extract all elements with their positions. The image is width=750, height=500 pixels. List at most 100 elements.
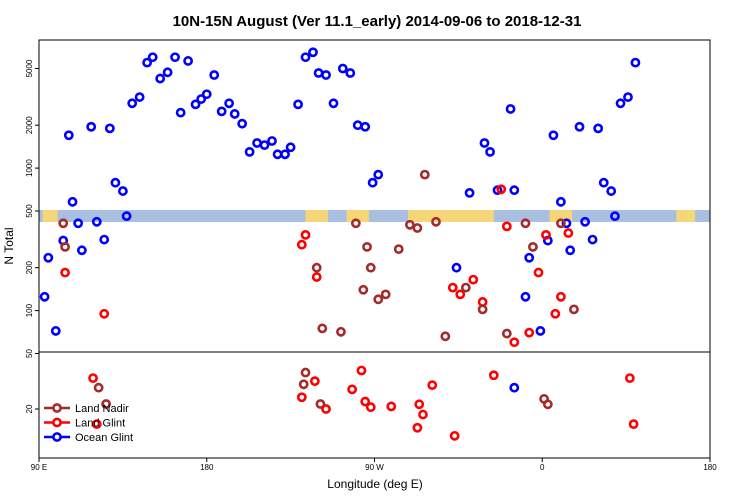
data-point-ocean-glint xyxy=(505,104,516,114)
data-point-ocean-glint xyxy=(285,142,296,153)
chart-title: 10N-15N August (Ver 11.1_early) 2014-09-… xyxy=(173,13,582,30)
y-tick-label: 2000 xyxy=(25,116,34,134)
data-point-land-glint xyxy=(99,308,110,319)
data-point-ocean-glint xyxy=(216,106,227,117)
data-point-land-glint xyxy=(60,267,70,278)
data-point-ocean-glint xyxy=(244,146,255,157)
data-point-ocean-glint xyxy=(50,326,61,336)
data-point-land-nadir xyxy=(373,294,384,305)
data-point-ocean-glint xyxy=(524,252,535,263)
data-point-ocean-glint xyxy=(451,262,462,273)
data-point-ocean-glint xyxy=(548,130,559,141)
y-tick-label: 100 xyxy=(25,303,34,317)
plot-background xyxy=(39,40,710,458)
land-band-segment xyxy=(305,210,328,222)
data-point-ocean-glint xyxy=(565,245,576,256)
data-point-land-glint xyxy=(533,267,544,278)
data-point-land-nadir xyxy=(298,379,309,390)
data-point-land-glint xyxy=(509,337,520,348)
data-point-land-glint xyxy=(447,282,458,293)
data-point-ocean-glint xyxy=(345,68,356,78)
data-point-ocean-glint xyxy=(367,177,378,188)
data-point-ocean-glint xyxy=(76,245,87,256)
data-point-land-glint xyxy=(628,419,639,430)
data-point-ocean-glint xyxy=(615,98,626,109)
data-point-ocean-glint xyxy=(162,67,173,78)
data-point-ocean-glint xyxy=(509,382,520,393)
data-point-ocean-glint xyxy=(360,121,371,132)
data-point-land-nadir xyxy=(501,328,512,339)
data-point-land-nadir xyxy=(380,289,391,300)
x-tick-label: 90 E xyxy=(31,463,47,472)
data-point-land-nadir xyxy=(358,284,369,295)
data-point-land-glint xyxy=(356,365,367,376)
data-point-land-nadir xyxy=(460,282,471,293)
data-point-ocean-glint xyxy=(373,169,384,180)
data-point-ocean-glint xyxy=(127,98,138,109)
legend-swatch-marker xyxy=(52,432,62,442)
data-point-ocean-glint xyxy=(190,99,201,110)
data-point-land-glint xyxy=(412,422,423,433)
data-point-ocean-glint xyxy=(121,211,132,222)
data-point-ocean-glint xyxy=(209,70,220,80)
data-point-ocean-glint xyxy=(134,92,145,102)
y-tick-label: 200 xyxy=(25,260,34,274)
data-point-land-glint xyxy=(488,370,499,381)
data-point-ocean-glint xyxy=(43,252,54,263)
data-point-ocean-glint xyxy=(561,218,572,229)
data-point-land-nadir xyxy=(336,326,346,337)
data-point-ocean-glint xyxy=(39,291,50,302)
data-point-ocean-glint xyxy=(183,56,194,66)
data-point-ocean-glint xyxy=(337,63,348,74)
y-tick-label: 5000 xyxy=(25,59,34,77)
data-point-ocean-glint xyxy=(630,57,641,68)
data-point-ocean-glint xyxy=(485,146,495,157)
land-band-segment xyxy=(676,210,696,222)
data-point-land-glint xyxy=(624,373,635,384)
legend-label: Ocean Glint xyxy=(75,432,133,444)
data-point-ocean-glint xyxy=(196,94,207,104)
data-point-land-nadir xyxy=(405,219,415,230)
data-points xyxy=(39,47,641,441)
data-point-land-glint xyxy=(449,430,460,441)
data-point-ocean-glint xyxy=(623,92,633,102)
data-point-land-glint xyxy=(321,404,331,414)
data-point-land-glint xyxy=(555,291,566,302)
data-point-land-glint xyxy=(296,392,307,403)
data-point-ocean-glint xyxy=(479,138,490,148)
data-point-land-nadir xyxy=(412,223,423,233)
data-point-land-nadir xyxy=(101,399,111,409)
data-point-ocean-glint xyxy=(142,57,153,68)
data-point-ocean-glint xyxy=(229,109,240,119)
data-point-land-glint xyxy=(309,376,320,387)
data-point-ocean-glint xyxy=(598,177,609,188)
x-tick-label: 0 xyxy=(540,463,545,472)
data-point-ocean-glint xyxy=(606,186,617,196)
data-point-ocean-glint xyxy=(328,98,339,109)
data-point-ocean-glint xyxy=(520,291,531,302)
plot-area xyxy=(39,40,710,458)
x-axis-label: Longitude (deg E) xyxy=(327,477,422,491)
data-point-land-glint xyxy=(541,229,551,240)
data-point-land-nadir xyxy=(520,218,531,229)
data-point-ocean-glint xyxy=(110,177,121,188)
data-point-land-nadir xyxy=(542,399,553,410)
data-point-ocean-glint xyxy=(580,216,591,227)
data-point-land-nadir xyxy=(365,262,376,273)
data-point-land-nadir xyxy=(440,331,451,342)
data-point-ocean-glint xyxy=(300,52,311,63)
data-point-land-glint xyxy=(524,327,535,338)
data-point-ocean-glint xyxy=(555,196,566,207)
land-band-segment xyxy=(42,210,58,222)
x-axis: 90 E 180 90 W 0 180 xyxy=(31,458,717,472)
data-point-land-glint xyxy=(296,239,307,250)
data-point-ocean-glint xyxy=(147,52,158,63)
data-point-land-glint xyxy=(496,184,507,195)
data-point-land-nadir xyxy=(311,262,322,273)
data-point-land-nadir xyxy=(569,304,579,315)
data-point-ocean-glint xyxy=(117,186,128,196)
x-tick-label: 180 xyxy=(703,463,717,472)
data-point-ocean-glint xyxy=(267,136,277,146)
land-band-segment xyxy=(346,210,369,222)
